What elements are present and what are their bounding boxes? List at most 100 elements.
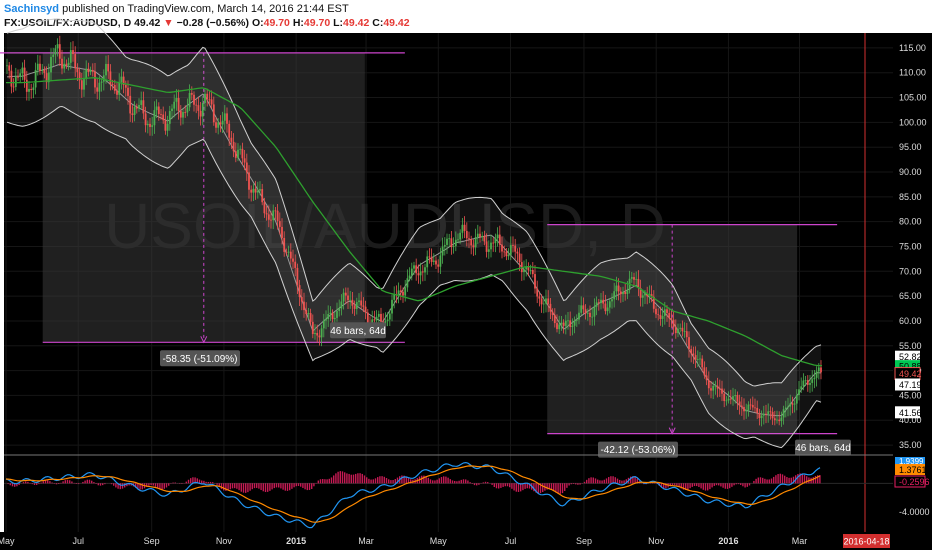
price-tag-bg bbox=[895, 350, 920, 363]
macd-histogram-bar bbox=[251, 483, 253, 490]
macd-histogram-bar bbox=[533, 483, 535, 492]
macd-histogram-bar bbox=[511, 483, 513, 489]
candle-body bbox=[261, 189, 264, 203]
macd-histogram-bar bbox=[212, 482, 214, 484]
time-axis[interactable]: May Jul Sep Nov 2015 Mar May Jul Sep Nov 2016 Mar 20… bbox=[0, 532, 932, 550]
macd-histogram-bar bbox=[300, 483, 302, 487]
high-label: H: bbox=[292, 17, 304, 29]
candle-body bbox=[668, 312, 671, 319]
candle-body bbox=[672, 319, 675, 328]
candle-body bbox=[344, 292, 347, 296]
macd-histogram-bar bbox=[352, 474, 355, 484]
macd-histogram-bar bbox=[407, 478, 410, 484]
macd-tag: 1.3761 bbox=[899, 465, 927, 475]
macd-histogram-bar bbox=[366, 477, 368, 484]
candle-body bbox=[542, 303, 545, 305]
candle-body bbox=[314, 333, 316, 335]
macd-histogram-bar bbox=[465, 479, 467, 484]
macd-histogram-bar bbox=[341, 471, 344, 484]
macd-histogram-bar bbox=[410, 479, 412, 484]
candle-body bbox=[322, 320, 325, 329]
macd-histogram-bar bbox=[194, 477, 196, 484]
price-axis[interactable]: 35.0040.0045.0050.0055.0060.0065.0070.00… bbox=[893, 33, 932, 532]
macd-histogram-bar bbox=[104, 483, 106, 485]
macd-histogram-bar bbox=[84, 480, 86, 484]
candle-body bbox=[14, 76, 17, 87]
macd-histogram-bar bbox=[766, 479, 768, 484]
bars-label-text: 46 bars, 64d bbox=[330, 326, 386, 337]
macd-histogram-bar bbox=[22, 482, 25, 484]
macd-histogram-bar bbox=[62, 481, 64, 484]
candle-body bbox=[600, 299, 602, 303]
candle-body bbox=[342, 292, 345, 302]
macd-histogram-bar bbox=[86, 479, 88, 484]
candle-body bbox=[140, 100, 143, 105]
candle-body bbox=[580, 305, 583, 313]
macd-histogram-bar bbox=[447, 477, 449, 484]
candle-body bbox=[228, 123, 231, 138]
low-value: 49.42 bbox=[343, 17, 370, 29]
candle-body bbox=[657, 314, 660, 316]
candle-body bbox=[562, 322, 565, 326]
candle-body bbox=[626, 289, 629, 295]
candle-body bbox=[274, 210, 277, 212]
candle-body bbox=[300, 297, 303, 302]
macd-histogram-bar bbox=[359, 473, 361, 484]
candle-body bbox=[536, 288, 539, 297]
candle-body bbox=[265, 213, 268, 215]
candle-body bbox=[509, 245, 512, 255]
macd-histogram-bar bbox=[88, 479, 91, 484]
candle-body bbox=[21, 67, 24, 74]
candle-body bbox=[507, 254, 510, 257]
macd-histogram-bar bbox=[110, 483, 113, 485]
candle-body bbox=[289, 251, 292, 259]
candle-body bbox=[201, 102, 204, 117]
candle-body bbox=[138, 104, 140, 109]
macd-histogram-bar bbox=[236, 483, 238, 489]
macd-histogram-bar bbox=[713, 483, 715, 486]
bars-label-bg bbox=[330, 322, 386, 339]
price-tick-label: 90.00 bbox=[899, 167, 922, 177]
macd-histogram-bar bbox=[333, 475, 335, 484]
macd-histogram-bar bbox=[159, 483, 161, 490]
candle-body bbox=[415, 265, 418, 274]
macd-histogram-bar bbox=[238, 483, 240, 491]
candle-body bbox=[787, 406, 789, 408]
candle-body bbox=[91, 70, 94, 72]
macd-histogram-bar bbox=[663, 483, 665, 489]
macd-histogram-bar bbox=[599, 480, 601, 484]
candle-body bbox=[516, 251, 519, 254]
bars-label-bg bbox=[795, 439, 851, 456]
candle-body bbox=[604, 303, 607, 312]
candle-body bbox=[177, 97, 180, 111]
candle-body bbox=[593, 306, 596, 317]
candle-body bbox=[428, 256, 431, 258]
candle-body bbox=[311, 321, 314, 335]
macd-histogram-bar bbox=[278, 483, 280, 488]
candle-body bbox=[36, 63, 39, 70]
macd-histogram-bar bbox=[546, 483, 548, 490]
macd-histogram-bar bbox=[47, 480, 49, 484]
candle-body bbox=[212, 104, 215, 123]
candle-body bbox=[377, 313, 380, 317]
candle-body bbox=[30, 88, 33, 91]
candle-body bbox=[740, 405, 743, 407]
high-value: 49.70 bbox=[303, 17, 331, 29]
macd-histogram-bar bbox=[476, 483, 478, 486]
macd-histogram-bar bbox=[768, 479, 770, 484]
lower-band bbox=[6, 105, 822, 449]
candle-body bbox=[256, 190, 259, 193]
macd-histogram-bar bbox=[361, 473, 363, 484]
macd-histogram-bar bbox=[273, 483, 275, 489]
candle-body bbox=[166, 123, 169, 131]
author-link[interactable]: Sachinsyd bbox=[4, 3, 60, 15]
macd-histogram-bar bbox=[788, 477, 790, 484]
candle-body bbox=[142, 100, 145, 114]
macd-histogram-bar bbox=[379, 476, 381, 484]
macd-histogram-bar bbox=[383, 476, 385, 484]
macd-histogram-bar bbox=[775, 475, 777, 484]
candle-body bbox=[402, 291, 404, 296]
candle-body bbox=[413, 265, 415, 269]
